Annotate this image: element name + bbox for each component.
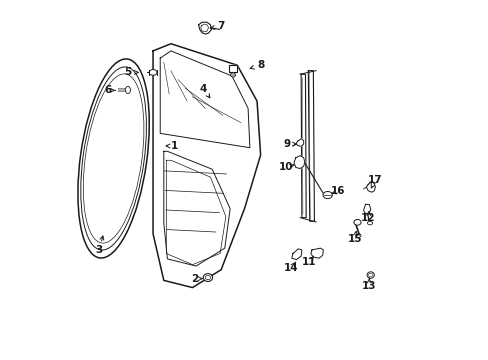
Text: 15: 15 bbox=[347, 234, 362, 244]
Polygon shape bbox=[310, 248, 323, 258]
Text: 13: 13 bbox=[361, 281, 376, 291]
Text: 14: 14 bbox=[283, 263, 298, 273]
Text: 12: 12 bbox=[360, 213, 375, 222]
Polygon shape bbox=[293, 156, 304, 168]
Text: 2: 2 bbox=[190, 274, 198, 284]
Text: 3: 3 bbox=[96, 245, 102, 255]
Text: 11: 11 bbox=[301, 257, 316, 267]
Polygon shape bbox=[291, 249, 301, 260]
Text: 6: 6 bbox=[103, 85, 111, 95]
Text: 16: 16 bbox=[330, 186, 344, 197]
Polygon shape bbox=[118, 89, 129, 91]
Polygon shape bbox=[296, 139, 303, 146]
Polygon shape bbox=[153, 44, 260, 288]
Ellipse shape bbox=[203, 274, 212, 282]
Text: 7: 7 bbox=[217, 21, 224, 31]
Polygon shape bbox=[301, 74, 305, 218]
Text: 4: 4 bbox=[199, 84, 206, 94]
Ellipse shape bbox=[367, 221, 372, 225]
Polygon shape bbox=[160, 51, 249, 148]
Ellipse shape bbox=[149, 69, 157, 75]
Text: 17: 17 bbox=[367, 175, 382, 185]
Ellipse shape bbox=[323, 192, 332, 199]
Polygon shape bbox=[363, 204, 370, 214]
Polygon shape bbox=[366, 182, 375, 192]
Text: 5: 5 bbox=[124, 67, 131, 77]
Text: 1: 1 bbox=[171, 141, 178, 151]
Polygon shape bbox=[163, 151, 230, 266]
Polygon shape bbox=[229, 65, 236, 72]
Ellipse shape bbox=[353, 220, 360, 225]
Ellipse shape bbox=[355, 234, 360, 237]
Ellipse shape bbox=[125, 86, 130, 94]
Text: 9: 9 bbox=[284, 139, 290, 149]
Text: 8: 8 bbox=[257, 60, 264, 70]
Polygon shape bbox=[198, 22, 211, 34]
Text: 10: 10 bbox=[278, 162, 292, 172]
Ellipse shape bbox=[230, 73, 235, 77]
Ellipse shape bbox=[366, 272, 373, 278]
Polygon shape bbox=[308, 71, 314, 221]
